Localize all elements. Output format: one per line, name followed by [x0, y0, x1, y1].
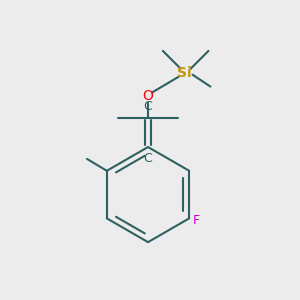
Text: F: F — [193, 214, 200, 227]
Text: C: C — [144, 152, 152, 165]
Text: C: C — [144, 100, 152, 113]
Text: O: O — [142, 89, 154, 103]
Text: Si: Si — [177, 66, 192, 80]
